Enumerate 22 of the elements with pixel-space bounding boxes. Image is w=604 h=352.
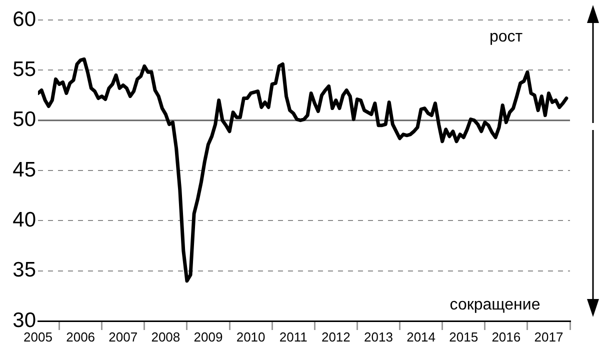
x-tick-label: 2016	[492, 329, 521, 344]
y-tick-label: 45	[12, 158, 36, 182]
y-tick-label: 35	[12, 258, 36, 282]
y-tick-label: 55	[12, 58, 36, 81]
x-tick-label: 2015	[449, 329, 478, 344]
x-tick-label: 2013	[364, 329, 393, 344]
x-tick-label: 2012	[321, 329, 350, 344]
x-tick-label: 2010	[236, 329, 266, 344]
y-tick-label: 60	[12, 8, 36, 31]
x-tick-label: 2007	[108, 329, 138, 344]
x-tick-label: 2009	[194, 329, 223, 344]
x-tick-label: 2005	[24, 329, 52, 344]
x-tick-label: 2006	[66, 329, 96, 344]
x-tick-label: 2014	[406, 329, 436, 344]
x-tick-label: 2017	[534, 329, 564, 344]
y-tick-label: 30	[12, 308, 36, 332]
annotation: сокращение	[450, 296, 540, 314]
x-tick-label: 2011	[279, 329, 308, 344]
x-tick-label: 2008	[151, 329, 180, 344]
annotation: рост	[489, 28, 524, 46]
y-tick-label: 40	[12, 208, 36, 232]
y-tick-label: 50	[12, 108, 36, 132]
